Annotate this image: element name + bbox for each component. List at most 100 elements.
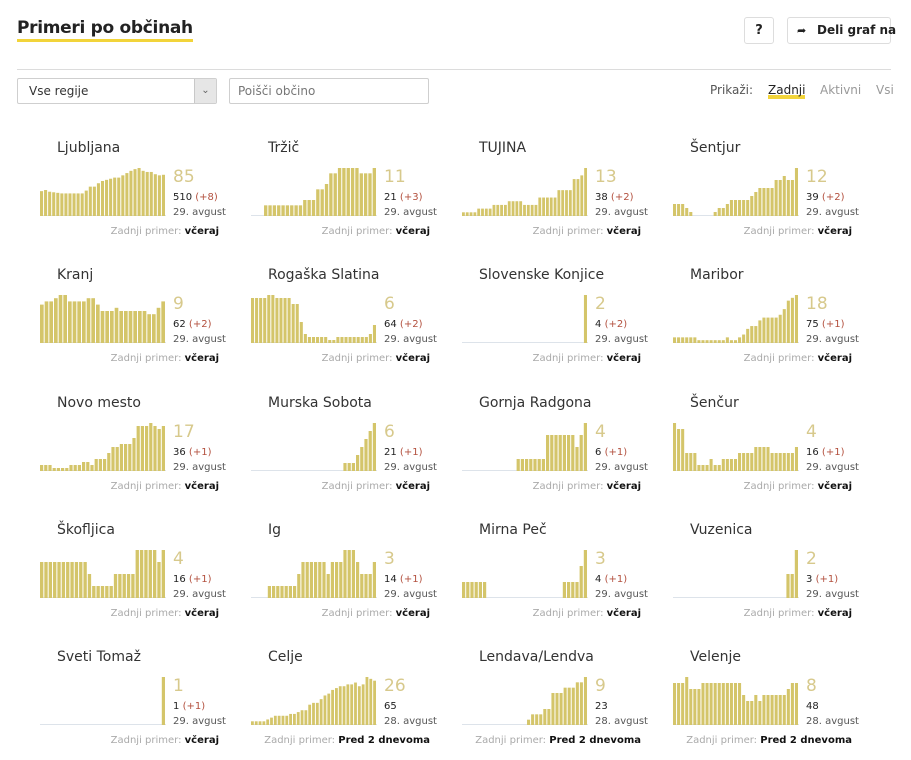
show-option-zadnji[interactable]: Zadnji <box>768 83 806 99</box>
municipality-card[interactable]: Murska Sobota 6 21 (+1) 29. avgust Zadnji pr… <box>251 385 451 500</box>
sparkline-bar <box>561 190 565 216</box>
sparkline-bar <box>555 693 559 725</box>
sparkline-bar <box>307 337 311 343</box>
sparkline-bar <box>546 197 549 216</box>
municipality-card[interactable]: Kranj 9 62 (+2) 29. avgust Zadnji primer: vč… <box>40 257 240 372</box>
sparkline-bar <box>293 713 296 725</box>
sparkline-bar <box>105 179 109 216</box>
sparkline-bar <box>774 180 778 216</box>
last-case: Zadnji primer: včeraj <box>533 481 641 492</box>
sparkline-bar <box>709 459 713 471</box>
last-case-label: Zadnji primer: <box>686 735 758 746</box>
sparkline-bar <box>308 704 312 725</box>
sparkline-bar <box>794 295 798 343</box>
sparkline-bar <box>733 459 738 471</box>
show-option-aktivni[interactable]: Aktivni <box>820 83 862 97</box>
sparkline-bar <box>347 550 351 598</box>
help-button[interactable]: ? <box>744 17 774 44</box>
municipality-card[interactable]: Celje 26 65 28. avgust Zadnji primer: Pred 2… <box>251 639 451 754</box>
municipality-search-input[interactable] <box>229 78 429 104</box>
share-arrow-icon: ➦ <box>797 24 807 37</box>
active-cases-value: 2 <box>595 294 606 314</box>
data-date: 29. avgust <box>384 334 437 345</box>
sparkline-bar <box>92 586 96 598</box>
municipality-card[interactable]: Ljubljana 85 510 (+8) 29. avgust Zadnji prim… <box>40 130 240 245</box>
municipality-name: Šentjur <box>690 140 741 156</box>
sparkline-chart <box>673 295 799 343</box>
municipality-card[interactable]: Velenje 8 48 28. avgust Zadnji primer: Pred … <box>673 639 873 754</box>
municipality-card[interactable]: Šenčur 4 16 (+1) 29. avgust Zadnji primer: v… <box>673 385 873 500</box>
municipality-card[interactable]: Šentjur 12 39 (+2) 29. avgust Zadnji primer:… <box>673 130 873 245</box>
show-option-vsi[interactable]: Vsi <box>876 83 894 97</box>
sparkline-bar <box>298 205 303 216</box>
sparkline-bar <box>342 686 346 725</box>
sparkline-bar <box>568 190 572 216</box>
municipality-card[interactable]: Novo mesto 17 36 (+1) 29. avgust Zadnji prim… <box>40 385 240 500</box>
sparkline-bar <box>511 201 515 216</box>
last-case-value: včeraj <box>395 608 430 619</box>
sparkline-bar <box>693 337 697 343</box>
total-cases: 23 <box>595 701 608 712</box>
sparkline-chart <box>673 677 799 725</box>
sparkline-bar <box>161 550 165 598</box>
active-cases-value: 13 <box>595 167 617 187</box>
total-cases-value: 16 <box>173 574 186 585</box>
sparkline-bar <box>350 684 354 725</box>
municipality-card[interactable]: TUJINA 13 38 (+2) 29. avgust Zadnji primer: … <box>462 130 662 245</box>
sparkline-bar <box>100 586 105 598</box>
sparkline-bar <box>121 175 125 216</box>
municipality-card[interactable]: Mirna Peč 3 4 (+1) 29. avgust Zadnji primer:… <box>462 512 662 627</box>
sparkline-bar <box>535 714 539 725</box>
municipality-card[interactable]: Lendava/Lendva 9 23 28. avgust Zadnji primer… <box>462 639 662 754</box>
sparkline-bar <box>117 177 121 216</box>
last-case-label: Zadnji primer: <box>475 735 547 746</box>
sparkline-bar <box>73 465 77 471</box>
sparkline-bar <box>571 435 575 471</box>
sparkline-bar <box>762 317 766 343</box>
municipality-card[interactable]: Vuzenica 2 3 (+1) 29. avgust Zadnji primer: … <box>673 512 873 627</box>
municipality-card[interactable]: Slovenske Konjice 2 4 (+2) 29. avgust Zadnji… <box>462 257 662 372</box>
sparkline-bar <box>562 435 566 471</box>
total-cases-value: 510 <box>173 192 193 203</box>
sparkline-bar <box>355 168 359 216</box>
sparkline-bar <box>136 426 140 471</box>
municipality-card[interactable]: Škofljica 4 16 (+1) 29. avgust Zadnji primer… <box>40 512 240 627</box>
municipality-card[interactable]: Rogaška Slatina 6 64 (+2) 29. avgust Zadnji … <box>251 257 451 372</box>
sparkline-bar <box>255 298 259 343</box>
sparkline-bar <box>717 683 721 725</box>
municipality-name: Gornja Radgona <box>479 395 592 411</box>
last-case-label: Zadnji primer: <box>110 226 182 237</box>
municipality-card[interactable]: Gornja Radgona 4 6 (+1) 29. avgust Zadnji pr… <box>462 385 662 500</box>
total-cases: 62 (+2) <box>173 319 211 330</box>
sparkline-bar <box>778 180 782 216</box>
municipality-card[interactable]: Ig 3 14 (+1) 29. avgust Zadnji primer: včera… <box>251 512 451 627</box>
share-button[interactable]: ➦ Deli graf na <box>787 17 896 44</box>
sparkline-bar <box>128 311 133 343</box>
region-select[interactable]: Vse regije ⌄ <box>17 78 217 104</box>
sparkline-bar <box>270 717 273 725</box>
sparkline-bar <box>750 196 754 216</box>
sparkline-bar <box>157 429 161 471</box>
last-case-label: Zadnji primer: <box>110 481 182 492</box>
sparkline-bar <box>786 689 790 725</box>
sparkline-bar <box>301 562 305 598</box>
sparkline-bar <box>149 171 153 216</box>
last-case-label: Zadnji primer: <box>532 353 604 364</box>
sparkline-bar <box>147 314 151 343</box>
sparkline-bar <box>115 447 119 471</box>
sparkline-chart <box>251 295 377 343</box>
total-cases: 3 (+1) <box>806 574 838 585</box>
sparkline-bar <box>77 301 81 343</box>
municipality-card[interactable]: Tržič 11 21 (+3) 29. avgust Zadnji primer: v… <box>251 130 451 245</box>
sparkline-bar <box>363 173 368 216</box>
municipality-card[interactable]: Maribor 18 75 (+1) 29. avgust Zadnji primer:… <box>673 257 873 372</box>
active-cases-value: 12 <box>806 167 828 187</box>
total-cases: 48 <box>806 701 819 712</box>
sparkline-bar <box>790 453 794 471</box>
municipality-card[interactable]: Sveti Tomaž 1 1 (+1) 29. avgust Zadnji prime… <box>40 639 240 754</box>
sparkline-bar <box>364 439 368 471</box>
chevron-down-icon[interactable]: ⌄ <box>194 79 216 103</box>
sparkline-bar <box>68 193 72 216</box>
sparkline-bar <box>790 574 794 598</box>
active-cases-value: 1 <box>173 676 184 696</box>
